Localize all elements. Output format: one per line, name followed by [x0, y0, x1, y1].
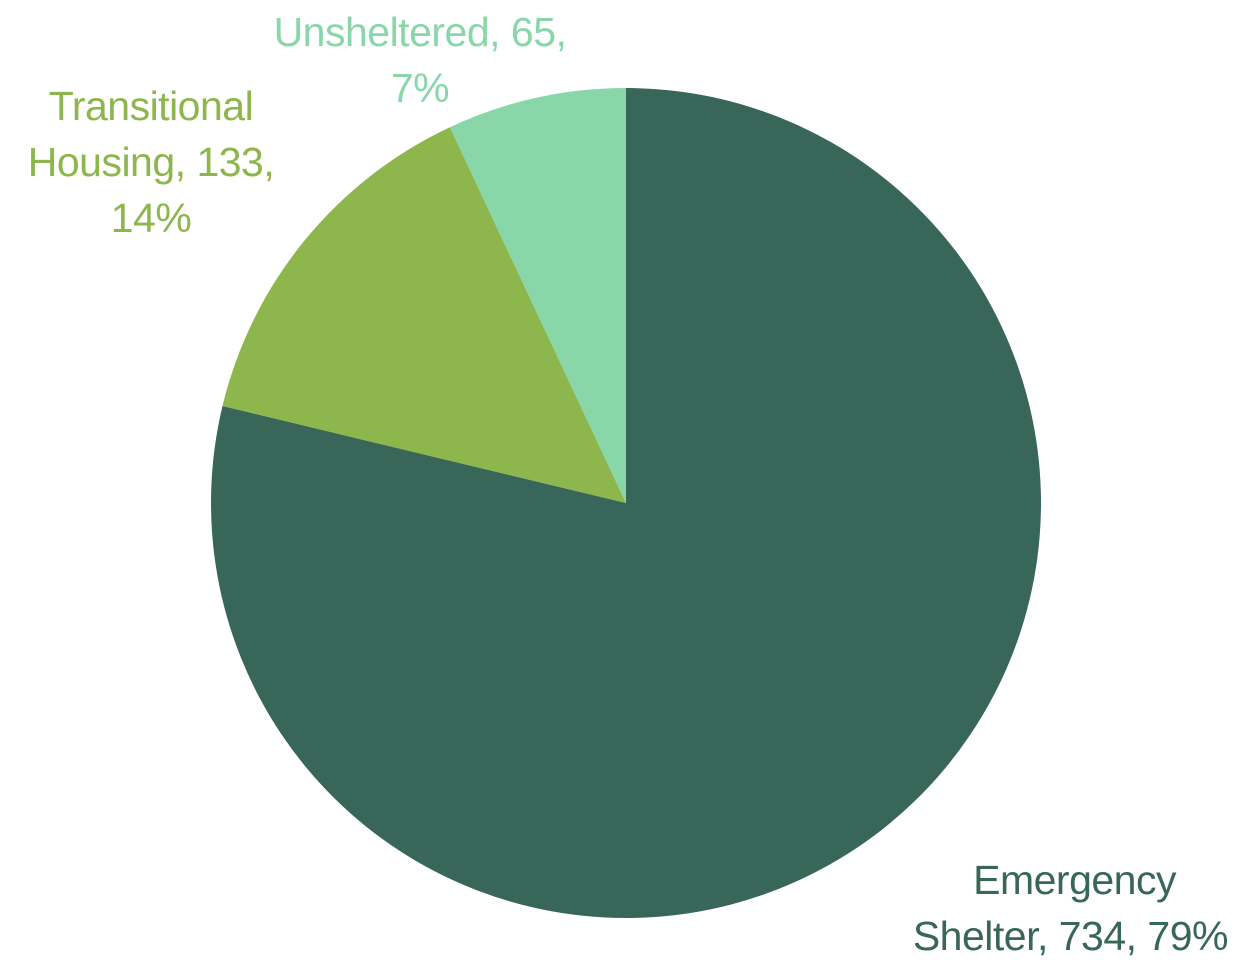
- pie-slice-unsheltered: [449, 88, 626, 503]
- data-label-unsheltered-line-2: 7%: [390, 65, 450, 111]
- data-label-transitional-housing-line-2: Housing, 133,: [27, 139, 275, 185]
- data-label-unsheltered: Unsheltered, 65, 7%: [262, 4, 578, 116]
- data-label-transitional-housing-line-3: 14%: [110, 195, 192, 241]
- data-label-emergency-shelter-line-2: Shelter, 734, 79%: [912, 913, 1229, 959]
- data-label-transitional-housing: Transitional Housing, 133, 14%: [20, 78, 282, 246]
- data-label-unsheltered-line-1: Unsheltered, 65,: [273, 9, 567, 55]
- pie-slice-emergency-shelter: [210, 88, 1041, 918]
- data-label-transitional-housing-line-1: Transitional: [48, 83, 254, 129]
- data-label-emergency-shelter: Emergency Shelter, 734, 79%: [912, 852, 1229, 964]
- pie-slice-transitional-housing: [222, 127, 626, 504]
- data-label-emergency-shelter-line-1: Emergency: [973, 857, 1176, 903]
